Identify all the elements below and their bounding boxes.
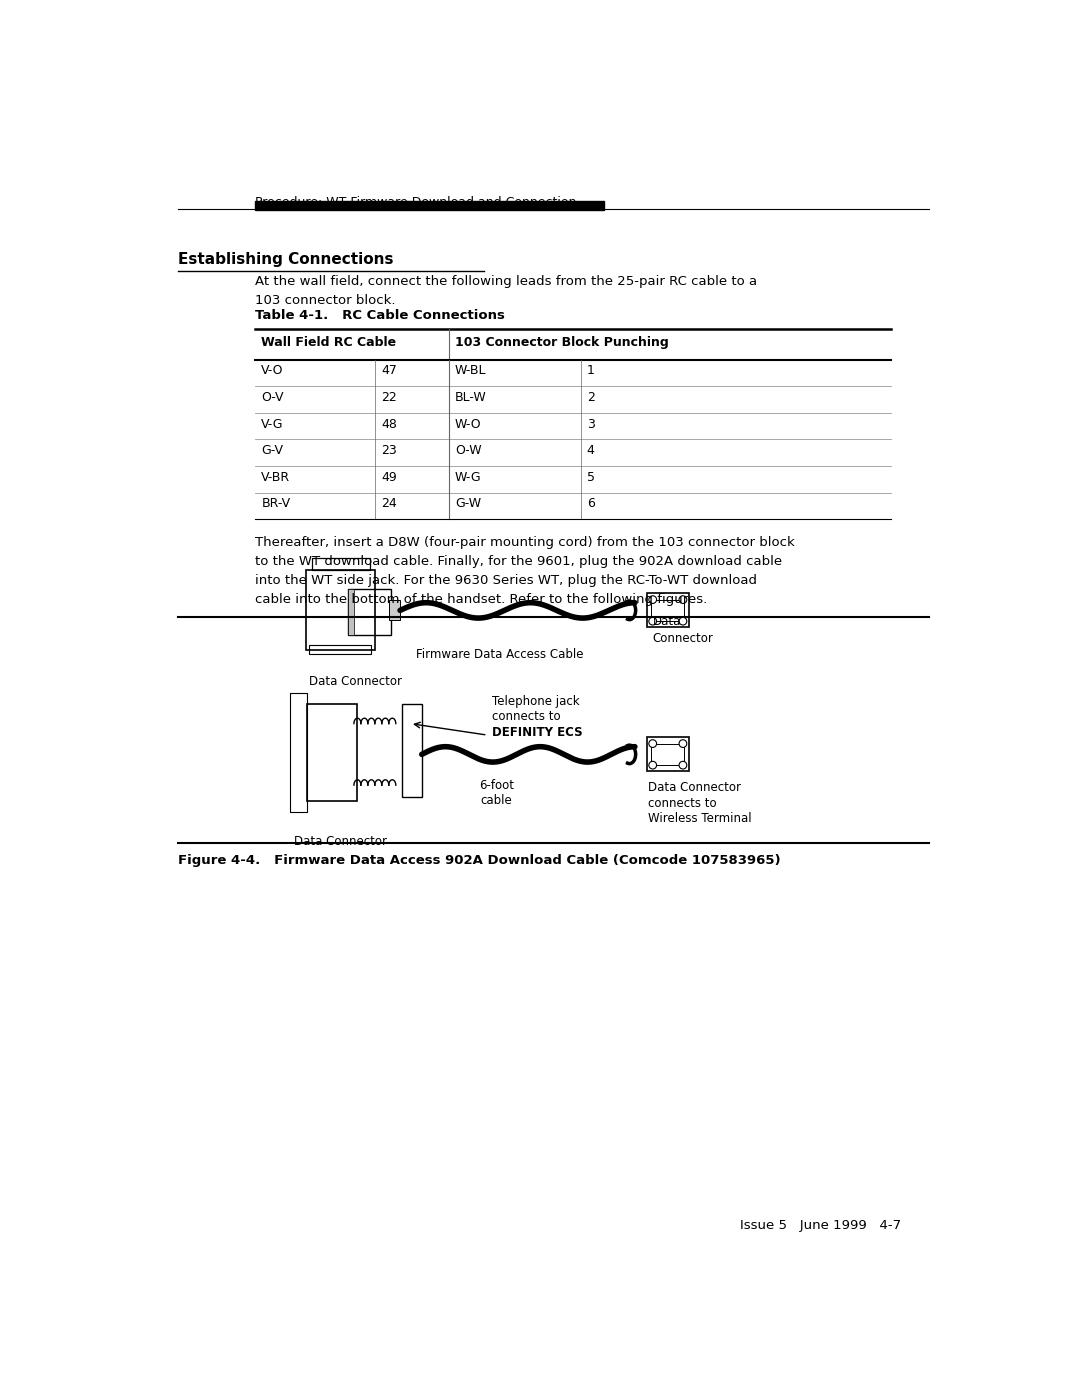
Text: V-BR: V-BR (261, 471, 291, 483)
Bar (306, 570, 375, 651)
Text: Thereafter, insert a D8W (four-pair mounting cord) from the 103 connector block
: Thereafter, insert a D8W (four-pair moun… (255, 536, 795, 606)
Text: Data Connector: Data Connector (294, 835, 387, 848)
Text: DEFINITY ECS: DEFINITY ECS (491, 726, 582, 739)
Circle shape (679, 617, 687, 624)
Text: At the wall field, connect the following leads from the 25-pair RC cable to a
10: At the wall field, connect the following… (255, 275, 757, 307)
Text: 22: 22 (381, 391, 397, 404)
Text: W-BL: W-BL (455, 365, 487, 377)
Bar (647, 738, 689, 771)
Text: BL-W: BL-W (455, 391, 487, 404)
Text: connects to: connects to (648, 796, 717, 810)
Circle shape (679, 740, 687, 747)
Circle shape (649, 761, 657, 768)
Text: Issue 5   June 1999   4-7: Issue 5 June 1999 4-7 (740, 1218, 901, 1232)
Bar (312, 557, 369, 570)
Text: 49: 49 (381, 471, 397, 483)
Bar (651, 743, 684, 766)
Text: connects to: connects to (491, 711, 561, 724)
Text: O-W: O-W (455, 444, 482, 457)
Text: Procedure: WT Firmware Download and Connection: Procedure: WT Firmware Download and Conn… (255, 196, 577, 210)
Text: 6: 6 (586, 497, 595, 510)
Text: Data Connector: Data Connector (648, 781, 741, 795)
Text: Establishing Connections: Establishing Connections (177, 251, 393, 267)
Bar (348, 588, 391, 636)
Text: 47: 47 (381, 365, 397, 377)
Bar (255, 201, 604, 210)
Text: G-V: G-V (261, 444, 283, 457)
Bar (291, 693, 307, 812)
Text: W-O: W-O (455, 418, 482, 430)
Bar (403, 704, 422, 796)
Text: Figure 4-4.   Firmware Data Access 902A Download Cable (Comcode 107583965): Figure 4-4. Firmware Data Access 902A Do… (177, 855, 780, 868)
Circle shape (679, 761, 687, 768)
Text: Wireless Terminal: Wireless Terminal (648, 812, 752, 826)
Bar (309, 645, 372, 654)
Text: W-G: W-G (455, 471, 482, 483)
Circle shape (649, 595, 657, 604)
Text: 48: 48 (381, 418, 397, 430)
Text: 3: 3 (586, 418, 595, 430)
Text: Firmware Data Access Cable: Firmware Data Access Cable (416, 648, 583, 661)
Text: Data Connector: Data Connector (309, 675, 403, 689)
Circle shape (679, 595, 687, 604)
Text: 23: 23 (381, 444, 397, 457)
Text: 2: 2 (586, 391, 595, 404)
Text: 103 Connector Block Punching: 103 Connector Block Punching (455, 337, 669, 349)
Bar (651, 599, 684, 622)
Text: cable: cable (481, 795, 512, 807)
Text: Table 4-1.   RC Cable Connections: Table 4-1. RC Cable Connections (255, 309, 505, 323)
Bar (307, 704, 357, 800)
Bar (389, 601, 400, 620)
Circle shape (649, 740, 657, 747)
Text: 4: 4 (586, 444, 595, 457)
Bar (647, 594, 689, 627)
Text: 1: 1 (586, 365, 595, 377)
Bar (348, 588, 354, 636)
Text: V-G: V-G (261, 418, 284, 430)
Text: BR-V: BR-V (261, 497, 291, 510)
Text: Wall Field RC Cable: Wall Field RC Cable (261, 337, 396, 349)
Text: Telephone jack: Telephone jack (491, 696, 579, 708)
Text: 24: 24 (381, 497, 397, 510)
Text: 5: 5 (586, 471, 595, 483)
Text: 6-foot: 6-foot (478, 780, 514, 792)
Text: V-O: V-O (261, 365, 284, 377)
Circle shape (649, 617, 657, 624)
Text: O-V: O-V (261, 391, 284, 404)
Text: Data
Connector: Data Connector (652, 615, 714, 645)
Text: G-W: G-W (455, 497, 482, 510)
